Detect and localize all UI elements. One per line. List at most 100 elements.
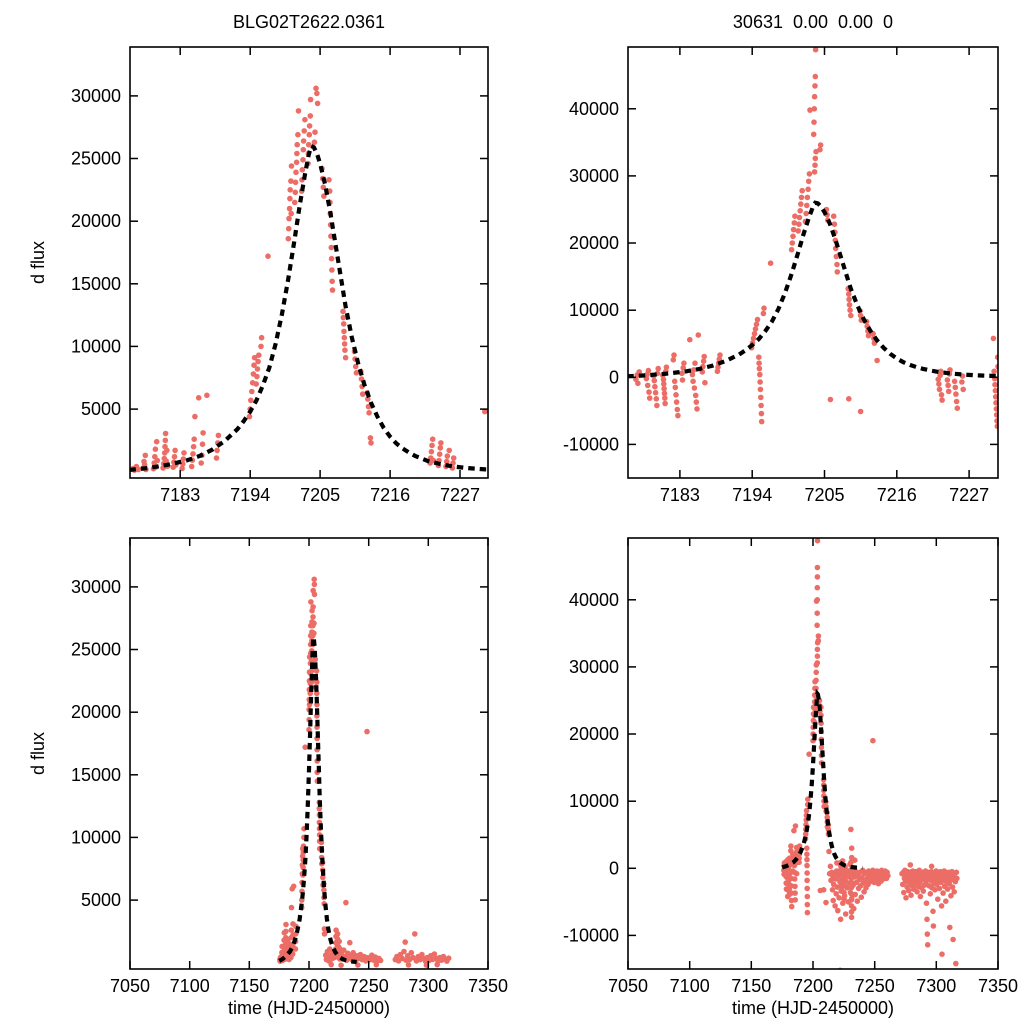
data-point — [844, 885, 850, 891]
data-point — [993, 400, 998, 406]
data-point — [692, 360, 698, 367]
x-tick-label: 7300 — [916, 976, 956, 996]
model-curve — [130, 143, 488, 472]
data-point — [341, 341, 348, 347]
data-point — [814, 584, 821, 591]
data-point — [300, 157, 306, 163]
data-point — [294, 150, 300, 157]
data-point — [644, 382, 651, 389]
data-point — [924, 942, 931, 948]
axis-ticks — [628, 47, 998, 478]
data-point — [312, 129, 318, 135]
x-tick-label: 7183 — [160, 485, 200, 505]
data-point — [846, 302, 853, 308]
data-point — [313, 668, 320, 674]
data-point — [805, 178, 812, 185]
model-curve — [278, 636, 357, 965]
data-point — [341, 328, 347, 335]
data-point — [804, 202, 810, 209]
data-point — [674, 406, 681, 413]
data-point — [805, 796, 811, 802]
data-point — [180, 456, 187, 462]
data-point — [321, 887, 327, 893]
data-point — [679, 370, 685, 377]
data-point — [294, 141, 301, 148]
data-point — [408, 949, 415, 956]
y-tick-label: -10000 — [563, 434, 619, 454]
y-tick-label: 25000 — [71, 640, 121, 660]
data-point — [314, 690, 320, 697]
data-point — [675, 412, 681, 419]
data-point — [930, 923, 937, 929]
data-point — [993, 406, 998, 412]
data-point — [754, 316, 761, 323]
axis-tick-labels: 7183 7194 7205 7216 7227 5000 10000 15000 20000 2… — [71, 86, 480, 505]
data-point — [952, 384, 959, 391]
x-tick-label: 7194 — [230, 485, 270, 505]
data-point — [953, 960, 959, 967]
data-point — [702, 379, 708, 386]
data-point — [291, 199, 298, 206]
data-point — [758, 402, 764, 409]
data-point — [292, 179, 299, 186]
data-point — [482, 408, 488, 415]
data-point — [854, 898, 861, 904]
data-point — [290, 883, 297, 890]
data-point — [846, 291, 852, 297]
y-tick-label: 5000 — [81, 399, 121, 419]
data-point — [306, 131, 313, 138]
data-point — [789, 240, 796, 246]
data-point — [814, 597, 821, 603]
y-tick-label: 0 — [609, 858, 619, 878]
y-tick-label: 30000 — [71, 577, 121, 597]
data-point — [811, 93, 818, 100]
data-point — [181, 450, 187, 456]
data-point — [310, 614, 316, 620]
data-point — [288, 163, 295, 169]
data-point — [848, 312, 854, 319]
data-point — [992, 394, 998, 400]
data-point — [300, 146, 307, 153]
data-point — [948, 893, 954, 899]
data-point — [812, 155, 819, 162]
data-point — [830, 213, 837, 219]
data-point — [314, 100, 321, 107]
data-point — [908, 892, 914, 898]
data-point — [758, 410, 765, 417]
data-point — [293, 159, 300, 166]
data-point — [671, 378, 678, 385]
y-tick-label: 10000 — [71, 827, 121, 847]
x-tick-label: 7216 — [370, 485, 410, 505]
data-point — [246, 413, 253, 420]
data-point — [321, 931, 328, 937]
data-point — [903, 895, 909, 901]
x-tick-label: 7300 — [408, 976, 448, 996]
data-point — [401, 948, 407, 955]
data-point — [213, 455, 220, 461]
data-point — [834, 261, 840, 268]
data-point — [714, 368, 721, 375]
data-point — [804, 901, 811, 908]
data-point — [814, 538, 821, 544]
x-tick-label: 7050 — [110, 976, 150, 996]
data-point — [914, 889, 920, 895]
panel-bottom-left: 7050 7100 7150 7200 7250 7300 7350 5000 10000 150… — [28, 537, 508, 1018]
data-point — [402, 939, 409, 945]
data-point — [347, 939, 353, 946]
data-point — [188, 463, 195, 470]
data-point — [191, 436, 197, 443]
data-point — [199, 441, 206, 448]
data-point — [286, 205, 293, 212]
data-point — [757, 379, 763, 385]
data-point — [292, 946, 299, 952]
data-point — [316, 805, 323, 812]
data-point — [832, 903, 838, 909]
data-point — [179, 465, 185, 472]
data-point — [814, 610, 820, 616]
data-point — [287, 187, 294, 193]
data-point — [190, 451, 196, 457]
data-point — [846, 396, 852, 402]
data-point — [428, 448, 435, 455]
data-point — [793, 870, 800, 877]
data-point — [172, 447, 178, 454]
